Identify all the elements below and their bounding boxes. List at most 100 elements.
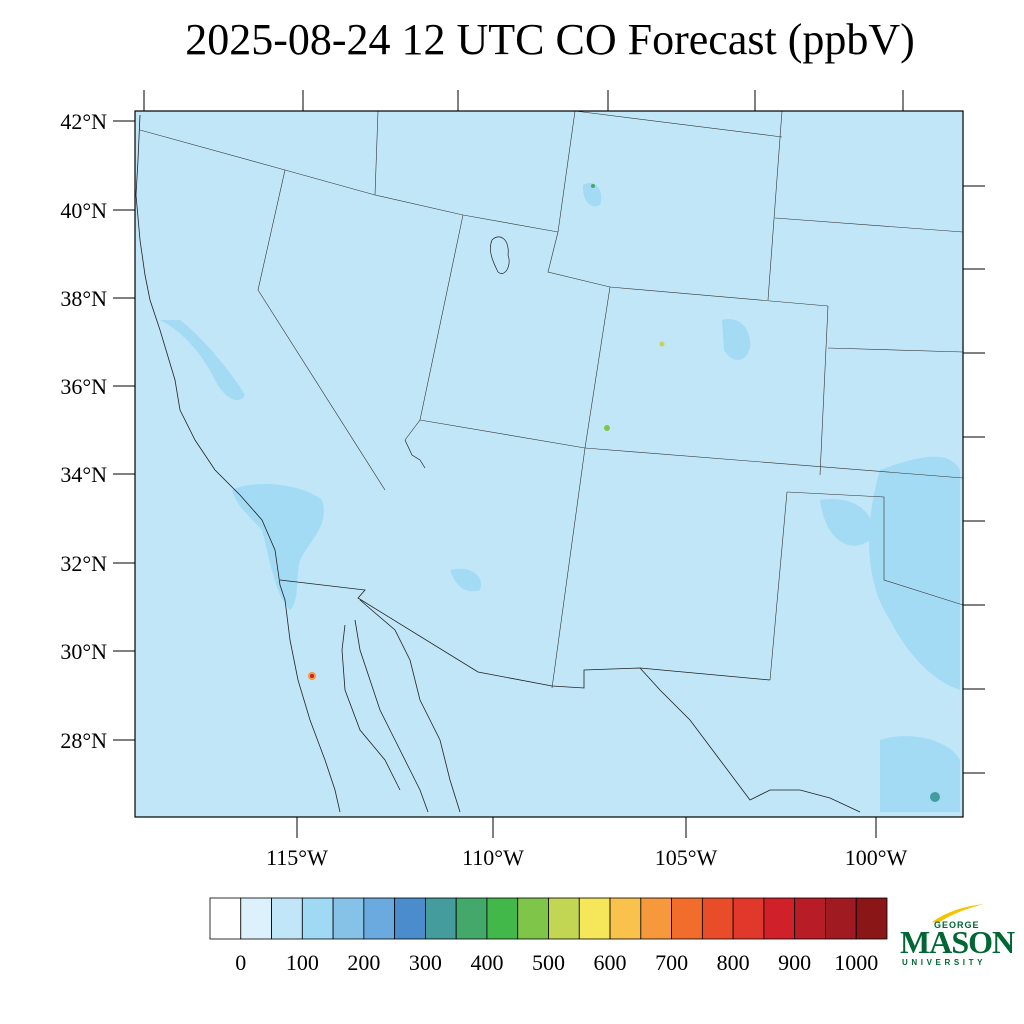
hotspot-nm xyxy=(604,425,610,431)
colorbar-swatch xyxy=(640,897,672,940)
colorbar-swatch xyxy=(794,897,826,940)
border-co-ks xyxy=(819,305,829,476)
lon-label-105: 105°W xyxy=(655,845,718,870)
great-salt-lake xyxy=(490,236,510,274)
patch-wyoming xyxy=(582,182,602,207)
colorbar-swatch xyxy=(578,897,611,940)
colorbar-swatch xyxy=(486,897,519,940)
colorbar-label: 200 xyxy=(347,950,380,975)
colorbar-swatch xyxy=(609,897,642,940)
colorbar-swatch xyxy=(425,897,457,940)
concentration-patches xyxy=(160,182,960,812)
hotspots xyxy=(308,184,940,802)
colorbar-swatch xyxy=(301,897,334,940)
coastline-gulf-california xyxy=(354,619,429,813)
patch-socal xyxy=(232,484,324,610)
patch-colorado xyxy=(722,319,751,360)
map-background xyxy=(135,111,963,817)
lat-label-28: 28°N xyxy=(60,728,107,753)
colorbar-swatch xyxy=(548,897,580,940)
colorbar-swatch xyxy=(209,897,242,940)
coastlines xyxy=(135,114,861,813)
border-nm-ok xyxy=(769,491,788,681)
border-nm-tx xyxy=(584,447,964,479)
lon-label-110: 110°W xyxy=(462,845,524,870)
border-sd-ne xyxy=(774,217,964,233)
lat-label-34: 34°N xyxy=(60,462,107,487)
colorbar-swatch xyxy=(825,897,857,940)
border-wy-mt xyxy=(574,110,783,138)
coastline-baja-east xyxy=(341,624,401,791)
longitude-labels: 115°W 110°W 105°W 100°W xyxy=(266,845,907,870)
border-ca-nv xyxy=(257,169,386,491)
border-ok-tx xyxy=(786,491,964,606)
patch-central-valley xyxy=(160,320,245,400)
hotspot-co xyxy=(659,341,665,347)
colorbar-swatch xyxy=(332,897,365,940)
border-ut-az xyxy=(419,419,586,449)
latitude-labels: 42°N 40°N 38°N 36°N 34°N 32°N 30°N 28°N xyxy=(60,109,107,753)
hotspot-wy xyxy=(591,184,595,188)
colorbar-swatch xyxy=(701,897,734,940)
colorbar-label: 900 xyxy=(778,950,811,975)
logo-university: UNIVERSITY xyxy=(902,958,987,967)
lat-label-32: 32°N xyxy=(60,551,107,576)
lat-label-38: 38°N xyxy=(60,286,107,311)
colorbar xyxy=(209,897,888,940)
lat-label-36: 36°N xyxy=(60,374,107,399)
border-nv-or-id xyxy=(284,169,376,196)
patch-tx-east xyxy=(869,456,960,690)
colorbar-swatch xyxy=(671,897,703,940)
gmu-logo: GEORGE MASON UNIVERSITY xyxy=(898,902,1015,972)
border-id-mt xyxy=(374,110,379,196)
colorbar-label: 100 xyxy=(286,950,319,975)
border-ut-co xyxy=(584,286,611,449)
colorbar-swatch xyxy=(240,897,272,940)
coastline-california xyxy=(135,114,341,813)
lon-label-100: 100°W xyxy=(845,845,908,870)
colorbar-labels: 0 100 200 300 400 500 600 700 800 900 1000 xyxy=(235,950,878,975)
border-az-nm xyxy=(551,447,586,689)
map-title: 2025-08-24 12 UTC CO Forecast (ppbV) xyxy=(185,15,915,64)
colorbar-label: 1000 xyxy=(834,950,878,975)
colorbar-swatch xyxy=(763,897,796,940)
left-ticks xyxy=(113,120,135,741)
colorbar-swatch xyxy=(855,897,888,940)
colorbar-label: 800 xyxy=(717,950,750,975)
lat-label-40: 40°N xyxy=(60,198,107,223)
patch-arizona xyxy=(450,568,481,592)
hotspot-baja-inner xyxy=(310,674,314,678)
border-wy-sd xyxy=(767,110,783,301)
border-wy-ut xyxy=(547,231,611,288)
lakes xyxy=(404,236,510,469)
patch-tx-south xyxy=(880,736,960,812)
colorbar-swatch xyxy=(517,897,549,940)
colorbar-label: 0 xyxy=(235,950,246,975)
logo-george: GEORGE xyxy=(934,920,980,930)
map-frame xyxy=(134,110,964,818)
border-ne-ks xyxy=(827,347,964,353)
bottom-ticks xyxy=(296,817,877,838)
lake-mead xyxy=(404,439,426,469)
colorbar-label: 400 xyxy=(470,950,503,975)
right-ticks xyxy=(963,185,985,774)
border-ca-or xyxy=(139,129,286,171)
colorbar-label: 300 xyxy=(409,950,442,975)
border-wy-id xyxy=(557,110,576,233)
hotspot-tx xyxy=(930,792,940,802)
state-borders xyxy=(139,110,964,689)
patch-plains xyxy=(820,499,872,546)
lon-label-115: 115°W xyxy=(266,845,328,870)
top-ticks xyxy=(143,90,904,111)
border-wy-co xyxy=(609,286,829,307)
gmu-swoosh-icon xyxy=(932,904,984,923)
coastline-gulf-mainland xyxy=(359,599,461,813)
colorbar-label: 500 xyxy=(532,950,565,975)
lat-label-30: 30°N xyxy=(60,639,107,664)
colorbar-swatch xyxy=(271,897,303,940)
colorbar-swatch xyxy=(732,897,765,940)
colorbar-label: 700 xyxy=(655,950,688,975)
colorbar-swatch xyxy=(363,897,396,940)
colorbar-label: 600 xyxy=(594,950,627,975)
